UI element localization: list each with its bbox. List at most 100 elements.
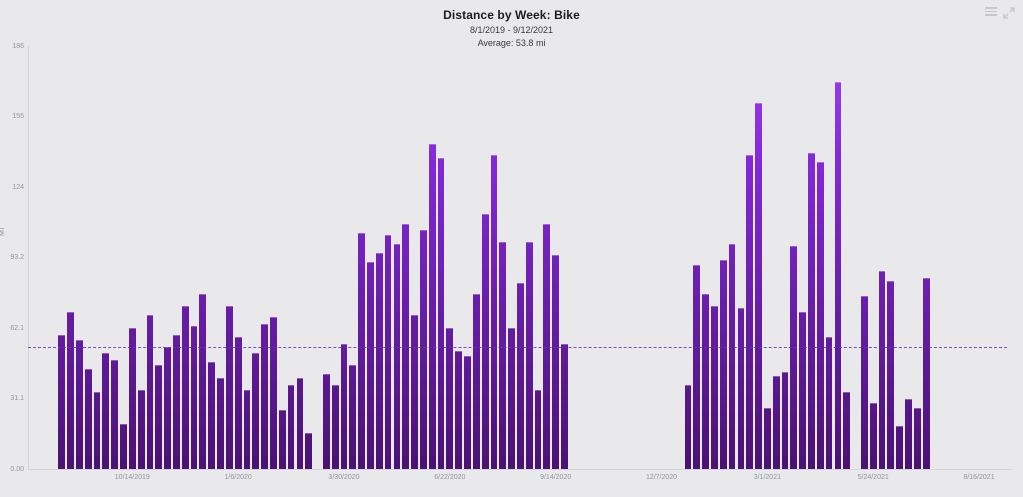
bar-week-22[interactable]	[225, 305, 233, 470]
bar-week-45[interactable]	[428, 143, 436, 470]
bar-week-54[interactable]	[508, 328, 515, 470]
bar-week-26[interactable]	[261, 323, 269, 470]
bar-week-11[interactable]	[128, 328, 136, 470]
bar-week-34[interactable]	[331, 385, 339, 470]
bar-week-80[interactable]	[737, 307, 745, 470]
bar-week-47[interactable]	[446, 328, 454, 470]
bar-week-20[interactable]	[208, 362, 216, 470]
bar-week-57[interactable]	[534, 389, 542, 470]
average-line	[28, 347, 1007, 348]
bar-week-74[interactable]	[684, 385, 692, 470]
bar-week-13[interactable]	[146, 314, 154, 470]
bar-week-41[interactable]	[393, 244, 401, 470]
bar-week-90[interactable]	[825, 337, 833, 470]
bar-week-7[interactable]	[93, 392, 101, 470]
bar-week-99[interactable]	[905, 398, 912, 470]
bar-week-3[interactable]	[58, 335, 66, 470]
bar-week-52[interactable]	[490, 155, 498, 470]
x-tick-label: 10/14/2019	[114, 474, 150, 481]
bar-week-51[interactable]	[481, 214, 489, 470]
bar-week-24[interactable]	[243, 389, 251, 470]
bar-week-31[interactable]	[305, 433, 313, 470]
bar-week-89[interactable]	[816, 162, 824, 470]
bar-week-15[interactable]	[164, 346, 171, 470]
bar-week-43[interactable]	[411, 314, 418, 470]
bar-week-17[interactable]	[181, 305, 189, 470]
bar-week-35[interactable]	[340, 344, 348, 470]
bar-week-44[interactable]	[419, 230, 427, 470]
bar-week-39[interactable]	[375, 253, 383, 470]
bar-week-82[interactable]	[755, 102, 762, 470]
bar-week-50[interactable]	[472, 294, 480, 470]
bar-week-36[interactable]	[349, 364, 357, 470]
bar-week-59[interactable]	[552, 255, 560, 470]
bar-week-55[interactable]	[517, 282, 524, 470]
x-tick-label: 3/30/2020	[328, 474, 360, 481]
bar-week-88[interactable]	[808, 153, 815, 470]
bar-week-97[interactable]	[887, 280, 895, 470]
bar-week-8[interactable]	[102, 353, 110, 470]
bar-week-16[interactable]	[173, 335, 180, 470]
bar-week-28[interactable]	[278, 410, 286, 470]
bar-week-40[interactable]	[384, 234, 392, 470]
bar-week-5[interactable]	[76, 339, 83, 470]
chart-average-label: Average: 53.8 mi	[477, 38, 546, 48]
bar-week-101[interactable]	[922, 278, 930, 470]
bar-week-49[interactable]	[464, 355, 471, 470]
chart-title: Distance by Week: Bike	[443, 8, 580, 22]
bar-week-18[interactable]	[190, 326, 198, 470]
bar-week-33[interactable]	[322, 373, 330, 470]
x-tick-label: 8/16/2021	[963, 474, 995, 481]
y-tick-label: 31.1	[10, 395, 24, 403]
bar-week-53[interactable]	[499, 241, 507, 470]
y-tick-label: 155	[12, 113, 24, 121]
bar-week-6[interactable]	[84, 369, 92, 470]
bar-week-46[interactable]	[437, 157, 445, 470]
bar-week-83[interactable]	[763, 408, 771, 470]
bar-week-96[interactable]	[878, 271, 886, 470]
bar-week-42[interactable]	[402, 223, 410, 470]
bar-week-58[interactable]	[543, 223, 551, 470]
bar-week-100[interactable]	[913, 408, 921, 470]
bar-week-21[interactable]	[217, 378, 224, 470]
bar-week-94[interactable]	[860, 296, 868, 470]
bar-week-48[interactable]	[455, 351, 463, 470]
bar-week-27[interactable]	[270, 316, 277, 470]
bar-week-85[interactable]	[781, 371, 789, 470]
bar-week-30[interactable]	[296, 378, 304, 470]
y-tick-label: 93.2	[10, 253, 24, 261]
x-tick-label: 5/24/2021	[857, 474, 889, 481]
bar-week-19[interactable]	[199, 294, 207, 470]
bar-week-98[interactable]	[896, 426, 904, 470]
y-tick-label: 0.00	[10, 466, 24, 473]
bar-week-37[interactable]	[358, 232, 366, 470]
hamburger-menu-icon[interactable]	[985, 7, 997, 17]
bar-week-38[interactable]	[367, 262, 374, 470]
bar-week-4[interactable]	[67, 312, 74, 470]
bar-week-25[interactable]	[252, 353, 260, 470]
y-axis-line	[28, 46, 29, 470]
bar-week-76[interactable]	[702, 294, 710, 470]
bar-week-56[interactable]	[525, 241, 533, 470]
bar-week-23[interactable]	[234, 337, 242, 470]
chart-date-range: 8/1/2019 - 9/12/2021	[469, 25, 554, 35]
bar-week-84[interactable]	[772, 376, 780, 470]
bar-week-87[interactable]	[799, 312, 807, 470]
bar-week-75[interactable]	[693, 264, 701, 470]
bar-week-12[interactable]	[137, 389, 145, 470]
bar-week-79[interactable]	[728, 244, 736, 470]
bar-week-10[interactable]	[120, 423, 127, 470]
bar-week-60[interactable]	[561, 344, 568, 470]
bar-week-29[interactable]	[287, 385, 295, 470]
bar-week-91[interactable]	[834, 82, 842, 470]
expand-icon[interactable]	[1003, 6, 1015, 19]
bar-week-92[interactable]	[843, 392, 851, 470]
x-tick-label: 1/6/2020	[224, 474, 252, 481]
bar-week-86[interactable]	[790, 246, 798, 470]
bar-week-14[interactable]	[155, 364, 163, 470]
bar-week-9[interactable]	[111, 360, 119, 470]
bar-week-77[interactable]	[711, 305, 718, 470]
bar-week-95[interactable]	[869, 403, 877, 470]
bar-week-78[interactable]	[719, 260, 727, 470]
bar-week-81[interactable]	[746, 155, 754, 470]
